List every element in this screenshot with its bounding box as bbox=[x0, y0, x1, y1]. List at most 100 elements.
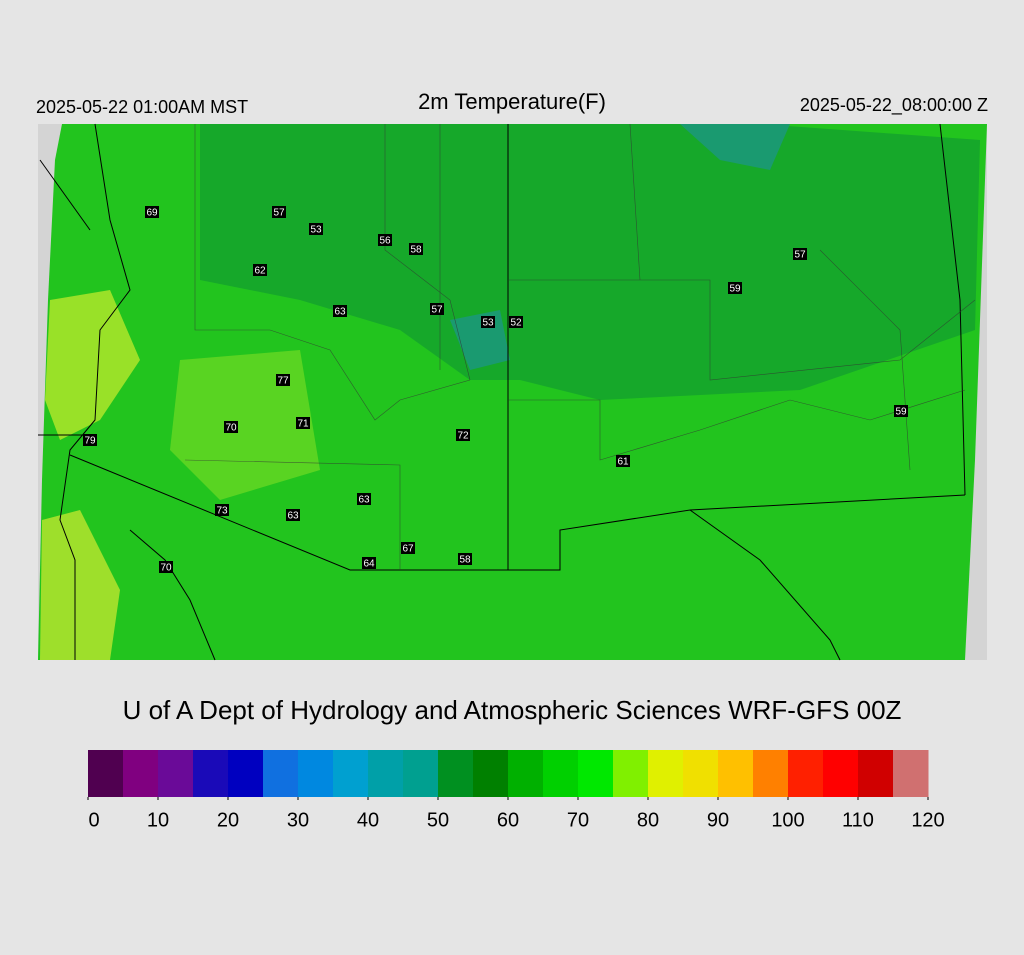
valid-time-local: 2025-05-22 01:00AM MST bbox=[36, 97, 248, 117]
station-value: 67 bbox=[402, 544, 414, 555]
color-band bbox=[788, 750, 824, 797]
station-box bbox=[224, 421, 238, 433]
station-value: 72 bbox=[457, 431, 469, 442]
station-box bbox=[276, 374, 290, 386]
color-band bbox=[368, 750, 404, 797]
color-band bbox=[473, 750, 509, 797]
warm-region bbox=[45, 290, 140, 440]
station-value: 59 bbox=[895, 407, 907, 418]
map bbox=[38, 123, 987, 661]
station-value: 79 bbox=[84, 436, 96, 447]
valid-time-utc: 2025-05-22_08:00:00 Z bbox=[800, 95, 988, 116]
station-box bbox=[362, 557, 376, 569]
station-box bbox=[215, 504, 229, 516]
tick-label: 80 bbox=[637, 809, 659, 831]
station-box bbox=[458, 553, 472, 565]
station-box bbox=[309, 223, 323, 235]
station-value: 64 bbox=[363, 559, 375, 570]
station-value: 70 bbox=[225, 423, 237, 434]
color-band bbox=[718, 750, 754, 797]
color-band bbox=[578, 750, 614, 797]
warm-region bbox=[40, 510, 120, 660]
station-value: 52 bbox=[510, 318, 522, 329]
color-band bbox=[403, 750, 439, 797]
color-band bbox=[823, 750, 859, 797]
county-lines bbox=[184, 123, 976, 570]
station-box bbox=[253, 264, 267, 276]
tick-label: 100 bbox=[771, 809, 804, 831]
color-band bbox=[88, 750, 124, 797]
color-band bbox=[648, 750, 684, 797]
color-band bbox=[543, 750, 579, 797]
tick-label: 40 bbox=[357, 809, 379, 831]
color-band bbox=[858, 750, 894, 797]
station-value: 63 bbox=[334, 307, 346, 318]
color-band bbox=[228, 750, 264, 797]
tick-label: 90 bbox=[707, 809, 729, 831]
station-value: 61 bbox=[617, 457, 629, 468]
station-value: 59 bbox=[729, 284, 741, 295]
station-box bbox=[333, 305, 347, 317]
tick-label: 30 bbox=[287, 809, 309, 831]
station-box bbox=[401, 542, 415, 554]
color-band bbox=[753, 750, 789, 797]
station-box bbox=[409, 243, 423, 255]
credit: U of A Dept of Hydrology and Atmospheric… bbox=[123, 695, 902, 725]
color-band bbox=[893, 750, 929, 797]
station-box bbox=[272, 206, 286, 218]
station-value: 56 bbox=[379, 236, 391, 247]
cool-patch bbox=[680, 124, 790, 170]
tick-label: 120 bbox=[911, 809, 944, 831]
color-band bbox=[263, 750, 299, 797]
color-band bbox=[298, 750, 334, 797]
station-box bbox=[481, 316, 495, 328]
station-box bbox=[793, 248, 807, 260]
station-box bbox=[378, 234, 392, 246]
station-value: 58 bbox=[459, 555, 471, 566]
station-value: 69 bbox=[146, 208, 158, 219]
station-box bbox=[83, 434, 97, 446]
tick-label: 0 bbox=[88, 809, 99, 831]
color-band bbox=[123, 750, 159, 797]
station-box bbox=[509, 316, 523, 328]
station-box bbox=[145, 206, 159, 218]
station-box bbox=[159, 561, 173, 573]
station-value: 71 bbox=[297, 419, 309, 430]
tick-label: 10 bbox=[147, 809, 169, 831]
station-value: 58 bbox=[410, 245, 422, 256]
tick-label: 110 bbox=[842, 809, 874, 831]
station-box bbox=[456, 429, 470, 441]
station-value: 63 bbox=[287, 511, 299, 522]
station-value: 53 bbox=[310, 225, 322, 236]
station-value: 73 bbox=[216, 506, 228, 517]
color-band bbox=[158, 750, 194, 797]
tick-label: 20 bbox=[217, 809, 239, 831]
station-value: 53 bbox=[482, 318, 494, 329]
station-value: 57 bbox=[794, 250, 806, 261]
cool-region bbox=[200, 124, 980, 400]
tick-label: 50 bbox=[427, 809, 449, 831]
station-box bbox=[296, 417, 310, 429]
station-box bbox=[430, 303, 444, 315]
station-labels: 69 57 53 56 58 62 63 57 53 52 57 59 77 70 71 72 79 59 61 63… bbox=[83, 206, 908, 574]
station-box bbox=[894, 405, 908, 417]
color-band bbox=[193, 750, 229, 797]
color-band bbox=[683, 750, 719, 797]
station-box bbox=[357, 493, 371, 505]
map-title: 2m Temperature(F) bbox=[418, 89, 606, 114]
tick-label: 60 bbox=[497, 809, 519, 831]
color-band bbox=[613, 750, 649, 797]
color-band bbox=[508, 750, 544, 797]
station-box bbox=[286, 509, 300, 521]
borders bbox=[38, 123, 966, 661]
tick-label: 70 bbox=[567, 809, 589, 831]
station-value: 63 bbox=[358, 495, 370, 506]
station-value: 57 bbox=[273, 208, 285, 219]
station-value: 57 bbox=[431, 305, 443, 316]
station-value: 70 bbox=[160, 563, 172, 574]
station-value: 62 bbox=[254, 266, 266, 277]
color-band bbox=[333, 750, 369, 797]
colorbar: 0 10 20 30 40 50 60 70 80 90 100 110 120 bbox=[87, 750, 945, 831]
station-value: 77 bbox=[277, 376, 289, 387]
